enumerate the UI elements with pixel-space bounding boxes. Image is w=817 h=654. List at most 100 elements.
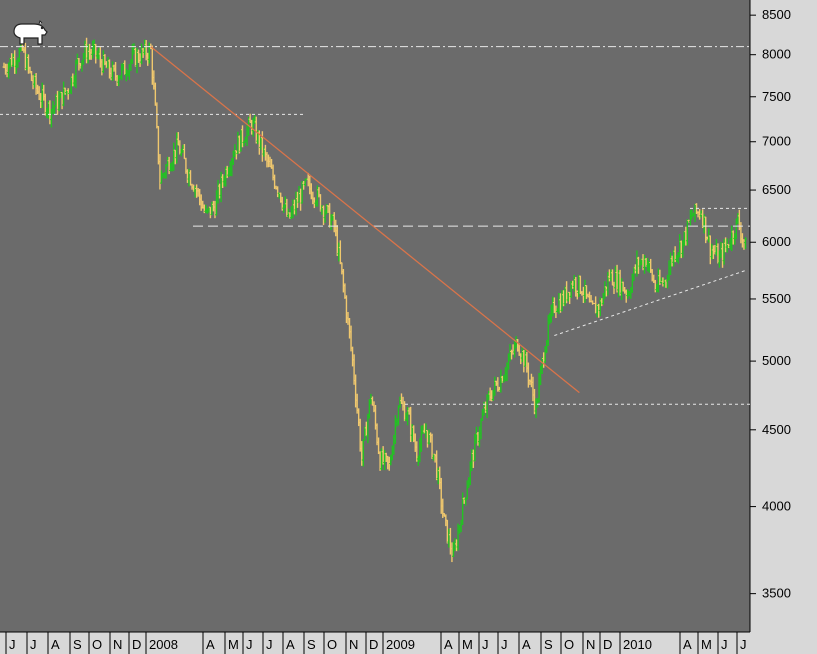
x-tick-label: N: [586, 637, 595, 652]
data-point: [251, 123, 252, 124]
data-point: [407, 415, 408, 416]
data-point: [554, 304, 555, 305]
y-tick-label: 3500: [762, 586, 791, 601]
y-axis: 3500 4000 4500 5000 5500 6000 6500 7000 7500 8000…: [750, 7, 791, 601]
bear-icon: [13, 20, 48, 45]
data-point: [104, 66, 105, 67]
reference-lines: [0, 46, 750, 405]
data-point: [746, 253, 747, 254]
x-tick-label: S: [544, 637, 553, 652]
data-point: [77, 62, 78, 63]
y-tick-label: 5000: [762, 353, 791, 368]
data-point: [691, 215, 692, 216]
x-tick-label: J: [721, 637, 728, 652]
x-tick-label: J: [266, 637, 273, 652]
data-point: [279, 189, 280, 190]
y-axis-panel: [750, 0, 817, 654]
data-point: [132, 58, 133, 59]
x-tick-label: O: [327, 637, 337, 652]
data-point: [645, 258, 646, 259]
data-point: [315, 194, 316, 195]
x-tick-label: N: [113, 637, 122, 652]
x-tick-label: J: [501, 637, 508, 652]
x-tick-label: N: [349, 637, 358, 652]
data-point: [49, 109, 50, 110]
x-tick-label: A: [444, 637, 453, 652]
data-point: [159, 180, 160, 181]
data-point: [737, 220, 738, 221]
data-point: [682, 242, 683, 243]
data-point: [535, 408, 536, 409]
x-axis-panel: [0, 632, 817, 654]
data-point: [435, 459, 436, 460]
data-point: [618, 281, 619, 282]
data-point: [343, 287, 344, 288]
data-point: [462, 506, 463, 507]
x-tick-label: A: [51, 637, 60, 652]
data-point: [242, 137, 243, 138]
data-point: [701, 210, 702, 211]
data-point: [710, 247, 711, 248]
data-point: [728, 242, 729, 243]
data-point: [68, 88, 69, 89]
x-tick-label: O: [564, 637, 574, 652]
data-point: [31, 79, 32, 80]
data-point: [150, 50, 151, 51]
data-point: [563, 298, 564, 299]
y-tick-label: 4000: [762, 499, 791, 514]
x-tick-label: J: [482, 637, 489, 652]
data-point: [600, 304, 601, 305]
data-point: [526, 367, 527, 368]
data-point: [269, 170, 270, 171]
trend-line: [554, 269, 748, 337]
data-point: [416, 451, 417, 452]
data-point: [636, 264, 637, 265]
data-point: [389, 466, 390, 467]
data-point: [169, 160, 170, 161]
data-point: [324, 210, 325, 211]
data-point: [297, 200, 298, 201]
data-point: [22, 50, 23, 51]
data-point: [581, 287, 582, 288]
x-tick-label: J: [9, 637, 16, 652]
data-point: [187, 170, 188, 171]
y-tick-label: 7000: [762, 134, 791, 149]
y-tick-label: 8000: [762, 47, 791, 62]
y-tick-label: 8500: [762, 7, 791, 22]
x-tick-label: 2009: [386, 637, 415, 652]
data-point: [655, 287, 656, 288]
data-point: [58, 101, 59, 102]
data-point: [205, 215, 206, 216]
data-point: [490, 394, 491, 395]
data-point: [123, 71, 124, 72]
data-point: [86, 50, 87, 51]
x-tick-label: J: [740, 637, 747, 652]
x-tick-label: S: [307, 637, 316, 652]
data-point: [352, 361, 353, 362]
x-tick-label: D: [603, 637, 612, 652]
data-point: [499, 380, 500, 381]
x-tick-label: J: [246, 637, 253, 652]
data-point: [141, 54, 142, 55]
data-point: [609, 275, 610, 276]
data-point: [214, 205, 215, 206]
x-tick-label: D: [132, 637, 141, 652]
data-point: [13, 58, 14, 59]
data-point: [453, 557, 454, 558]
trend-lines: [150, 46, 748, 394]
data-point: [370, 394, 371, 395]
x-tick-label: M: [228, 637, 239, 652]
data-point: [627, 292, 628, 293]
data-point: [425, 429, 426, 430]
y-tick-label: 5500: [762, 291, 791, 306]
data-point: [260, 146, 261, 147]
data-point: [196, 189, 197, 190]
data-point: [379, 459, 380, 460]
x-tick-label: M: [462, 637, 473, 652]
x-tick-label: 2008: [149, 637, 178, 652]
data-point: [545, 341, 546, 342]
data-point: [178, 146, 179, 147]
trend-line: [150, 46, 580, 394]
